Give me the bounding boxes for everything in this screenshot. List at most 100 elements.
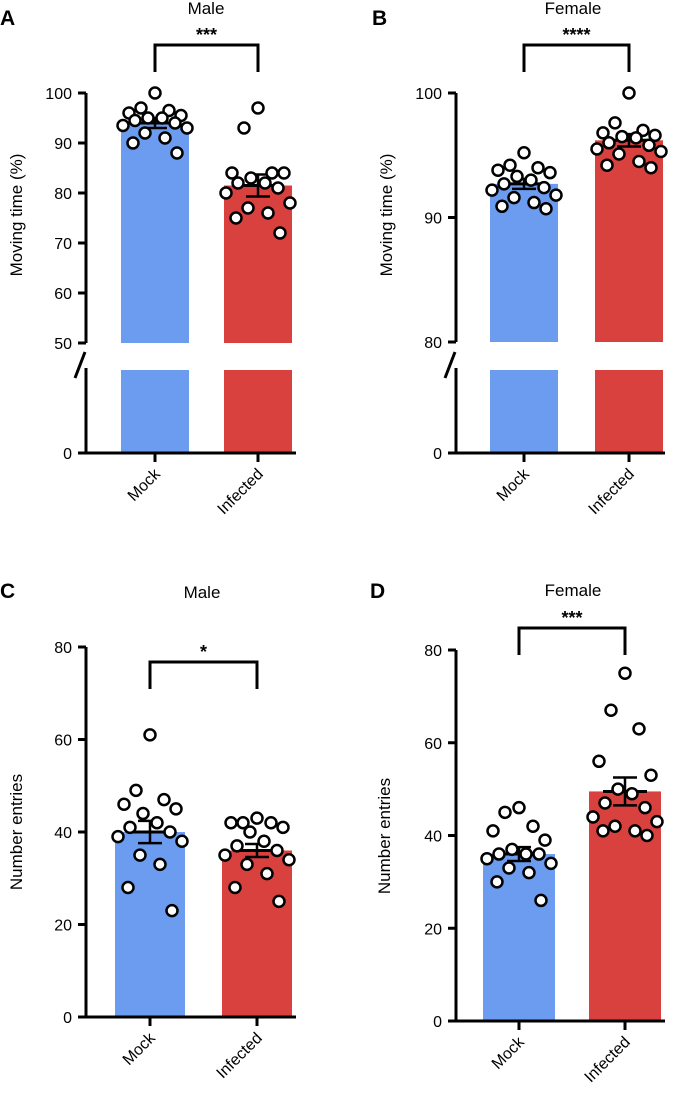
y-tick-label: 70	[54, 236, 72, 253]
significance-bracket	[517, 626, 627, 655]
data-point	[282, 853, 296, 867]
data-point	[531, 160, 545, 175]
data-point	[271, 181, 285, 195]
data-point	[133, 848, 147, 862]
y-tick-label: 80	[54, 640, 72, 657]
significance-bracket	[522, 43, 631, 72]
data-point	[632, 154, 646, 169]
data-point	[486, 824, 500, 838]
data-point	[169, 802, 183, 816]
significance-label: ***	[561, 608, 582, 628]
data-point	[485, 183, 499, 197]
data-point	[150, 816, 164, 830]
panel-letter: A	[0, 7, 15, 30]
data-point	[503, 158, 517, 172]
significance-label: ****	[562, 25, 590, 45]
data-point	[600, 158, 614, 172]
data-point	[228, 880, 242, 895]
y-axis-label: Number entries	[375, 778, 394, 894]
significance-bracket	[148, 660, 259, 689]
significance-label: *	[200, 642, 207, 662]
bar-mock	[115, 832, 185, 1017]
data-point	[522, 865, 536, 880]
data-point	[134, 101, 148, 115]
data-point	[158, 131, 172, 145]
data-point	[618, 666, 632, 680]
data-point	[510, 169, 524, 184]
y-tick-label: 40	[54, 825, 72, 842]
data-point	[168, 116, 182, 130]
data-point	[231, 176, 245, 190]
data-point	[539, 202, 553, 216]
data-point	[608, 116, 622, 130]
x-tick-label-mock: Mock	[494, 465, 534, 505]
bar-infected	[222, 850, 292, 1017]
x-tick-label-infected: Infected	[582, 1034, 634, 1086]
data-point	[129, 783, 143, 798]
significance-label: ***	[196, 25, 217, 45]
data-point	[128, 113, 142, 128]
data-point	[260, 866, 274, 881]
panel-letter: B	[372, 7, 387, 30]
data-point	[498, 805, 512, 820]
data-point	[250, 811, 264, 825]
y-axis-label: Moving time (%)	[377, 154, 396, 277]
data-point	[604, 703, 618, 718]
data-point	[480, 851, 494, 866]
data-point	[654, 144, 668, 159]
bar-mock-lower	[490, 370, 558, 453]
data-point	[230, 839, 244, 853]
x-tick-label-infected: Infected	[214, 1030, 266, 1082]
data-point	[517, 146, 531, 160]
data-point	[612, 147, 626, 161]
data-point	[240, 857, 254, 872]
data-point	[628, 824, 642, 838]
y-tick-label: 80	[424, 335, 442, 352]
y-tick-label: 90	[54, 136, 72, 153]
data-point	[642, 138, 656, 153]
x-tick-label-mock: Mock	[489, 1033, 529, 1073]
data-point	[237, 121, 251, 135]
x-tick-label-infected: Infected	[215, 466, 267, 518]
x-tick-label-infected: Infected	[586, 466, 638, 518]
data-point	[596, 126, 610, 140]
y-axis-label: Number entries	[7, 774, 26, 890]
bar-infected-lower	[595, 370, 663, 453]
data-point	[138, 126, 152, 140]
panel-letter: D	[370, 580, 385, 603]
data-point	[524, 173, 538, 187]
y-tick-label: 80	[54, 186, 72, 203]
data-point	[608, 819, 622, 833]
y-tick-label: 90	[424, 211, 442, 228]
y-tick-label: 100	[415, 86, 442, 103]
data-point	[495, 199, 509, 214]
panel-letter: C	[0, 580, 15, 603]
panel-title: Female	[545, 0, 602, 18]
y-tick-label: 60	[54, 733, 72, 750]
y-tick-label: 40	[424, 829, 442, 846]
data-point	[157, 792, 171, 807]
bar-mock-lower	[121, 370, 189, 453]
data-point	[538, 833, 552, 847]
data-point	[261, 206, 275, 220]
data-point	[165, 903, 179, 918]
data-point	[283, 196, 297, 210]
data-point	[537, 180, 551, 195]
data-point	[229, 211, 243, 225]
data-point	[648, 128, 662, 143]
data-point	[492, 847, 506, 861]
y-tick-label: 20	[54, 918, 72, 935]
data-point	[526, 819, 540, 833]
data-point	[180, 121, 194, 135]
data-point	[121, 880, 135, 895]
data-point	[544, 856, 558, 871]
data-point	[512, 800, 526, 815]
axis-break-mark	[73, 351, 87, 379]
data-point	[257, 834, 271, 848]
data-point	[126, 136, 140, 150]
data-point	[527, 195, 541, 210]
data-point	[590, 142, 604, 156]
y-tick-label: 60	[54, 286, 72, 303]
data-point	[225, 166, 239, 180]
